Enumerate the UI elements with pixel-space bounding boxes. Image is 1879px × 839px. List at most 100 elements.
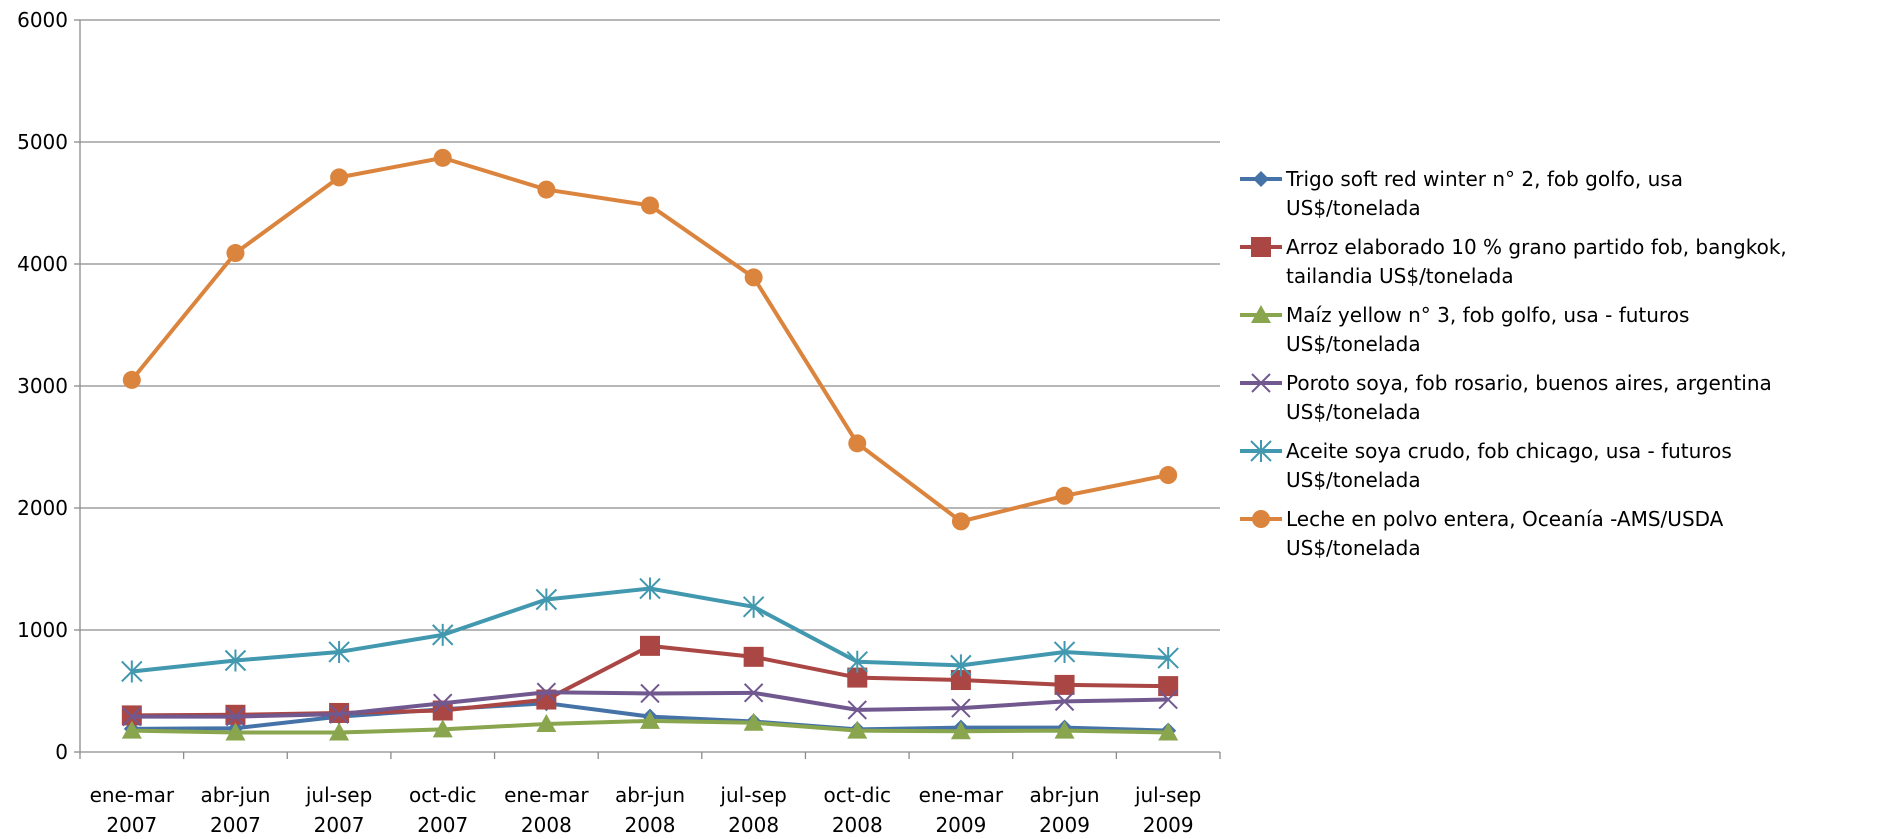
marker-point: [743, 646, 764, 667]
legend-item: Arroz elaborado 10 % grano partido fob, …: [1240, 235, 1787, 288]
marker-point: [1158, 676, 1179, 697]
x-tick-label-period: abr-jun: [615, 783, 685, 807]
marker-point: [847, 720, 868, 739]
marker-legend: [1251, 373, 1271, 393]
legend-label: US$/tonelada: [1286, 332, 1421, 356]
marker-point: [950, 670, 971, 691]
y-tick-label: 3000: [17, 374, 68, 398]
y-tick-label: 1000: [17, 618, 68, 642]
marker-point: [640, 683, 660, 704]
marker-point: [121, 660, 143, 683]
marker-point: [537, 180, 556, 199]
legend-label: Aceite soya crudo, fob chicago, usa - fu…: [1286, 439, 1732, 463]
marker-point: [329, 704, 349, 724]
marker-point: [1053, 640, 1076, 663]
marker-point: [1055, 486, 1074, 505]
series-3: [121, 710, 1179, 741]
legend-label: Leche en polvo entera, Oceanía -AMS/USDA: [1286, 507, 1724, 531]
x-tick-label-period: jul-sep: [1134, 783, 1201, 807]
marker-point: [122, 370, 141, 389]
marker-point: [1054, 720, 1075, 739]
marker-point: [743, 683, 764, 703]
marker-point: [950, 654, 972, 677]
x-tick-label-year: 2009: [935, 813, 986, 837]
marker-point: [1054, 674, 1075, 695]
x-tick-label-period: ene-mar: [504, 783, 589, 807]
series-6: [122, 148, 1178, 531]
marker-point: [1159, 466, 1178, 485]
marker-legend: [1253, 171, 1269, 187]
marker-legend: [1251, 305, 1271, 323]
legend-item: Leche en polvo entera, Oceanía -AMS/USDA…: [1240, 507, 1724, 560]
marker-point: [641, 196, 659, 215]
x-tick-label-year: 2008: [728, 813, 779, 837]
x-tick-label-year: 2009: [1143, 813, 1194, 837]
y-tick-label: 2000: [17, 496, 68, 520]
marker-point: [951, 512, 970, 531]
marker-point: [846, 650, 868, 673]
legend: Trigo soft red winter n° 2, fob golfo, u…: [1240, 167, 1787, 560]
gridlines: [80, 19, 1220, 631]
marker-point: [848, 434, 867, 453]
marker-point: [1157, 647, 1179, 670]
legend-item: Maíz yellow n° 3, fob golfo, usa - futur…: [1240, 303, 1689, 356]
legend-label: tailandia US$/tonelada: [1286, 264, 1514, 288]
legend-label: US$/tonelada: [1286, 196, 1421, 220]
marker-point: [640, 710, 660, 729]
series-4: [122, 682, 1178, 727]
y-tick-label: 5000: [17, 130, 68, 154]
marker-point: [743, 712, 764, 731]
x-tick-label-period: abr-jun: [1030, 783, 1100, 807]
legend-label: Poroto soya, fob rosario, buenos aires, …: [1286, 371, 1772, 395]
x-tick-label-period: jul-sep: [305, 783, 372, 807]
x-tick-label-period: oct-dic: [823, 783, 891, 807]
marker-point: [1158, 689, 1178, 710]
x-axis: ene-mar 2007 abr-jun 2007 jul-sep 2007 oct-dic…: [79, 751, 1221, 837]
marker-point: [225, 706, 246, 727]
marker-point: [536, 682, 557, 702]
y-tick-label: 0: [55, 740, 68, 764]
series-5: [121, 577, 1179, 683]
marker-legend: [1250, 440, 1272, 462]
marker-point: [536, 713, 557, 732]
x-tick-label-period: oct-dic: [409, 783, 477, 807]
marker-legend: [1252, 510, 1270, 528]
marker-point: [744, 268, 763, 287]
marker-point: [433, 148, 452, 167]
x-tick-label-year: 2008: [625, 813, 676, 837]
y-tick-label: 6000: [17, 8, 68, 32]
marker-point: [535, 588, 558, 611]
marker-point: [1054, 691, 1075, 712]
x-tick-label-year: 2007: [106, 813, 157, 837]
marker-point: [432, 719, 453, 738]
x-tick-label-year: 2008: [832, 813, 883, 837]
marker-point: [950, 721, 971, 740]
y-tick-label: 4000: [17, 252, 68, 276]
marker-point: [226, 244, 245, 263]
marker-point: [328, 640, 350, 663]
marker-point: [432, 623, 454, 646]
x-tick-label-year: 2008: [521, 813, 572, 837]
marker-point: [639, 577, 661, 600]
legend-label: Maíz yellow n° 3, fob golfo, usa - futur…: [1286, 303, 1689, 327]
marker-point: [742, 595, 765, 618]
marker-point: [847, 700, 867, 720]
x-tick-label-period: ene-mar: [90, 783, 175, 807]
legend-label: Arroz elaborado 10 % grano partido fob, …: [1286, 235, 1787, 259]
marker-point: [121, 720, 142, 739]
legend-label: US$/tonelada: [1286, 400, 1421, 424]
marker-point: [1158, 722, 1179, 741]
marker-point: [847, 667, 868, 688]
legend-item: Poroto soya, fob rosario, buenos aires, …: [1240, 371, 1772, 424]
legend-item: Trigo soft red winter n° 2, fob golfo, u…: [1240, 167, 1683, 220]
marker-point: [329, 722, 350, 741]
marker-point: [330, 168, 349, 187]
x-tick-label-period: jul-sep: [719, 783, 786, 807]
x-tick-label-period: abr-jun: [200, 783, 270, 807]
x-tick-label-year: 2007: [417, 813, 468, 837]
legend-item: Aceite soya crudo, fob chicago, usa - fu…: [1240, 439, 1732, 492]
legend-label: US$/tonelada: [1286, 468, 1421, 492]
legend-label: Trigo soft red winter n° 2, fob golfo, u…: [1285, 167, 1683, 191]
marker-point: [224, 649, 247, 672]
